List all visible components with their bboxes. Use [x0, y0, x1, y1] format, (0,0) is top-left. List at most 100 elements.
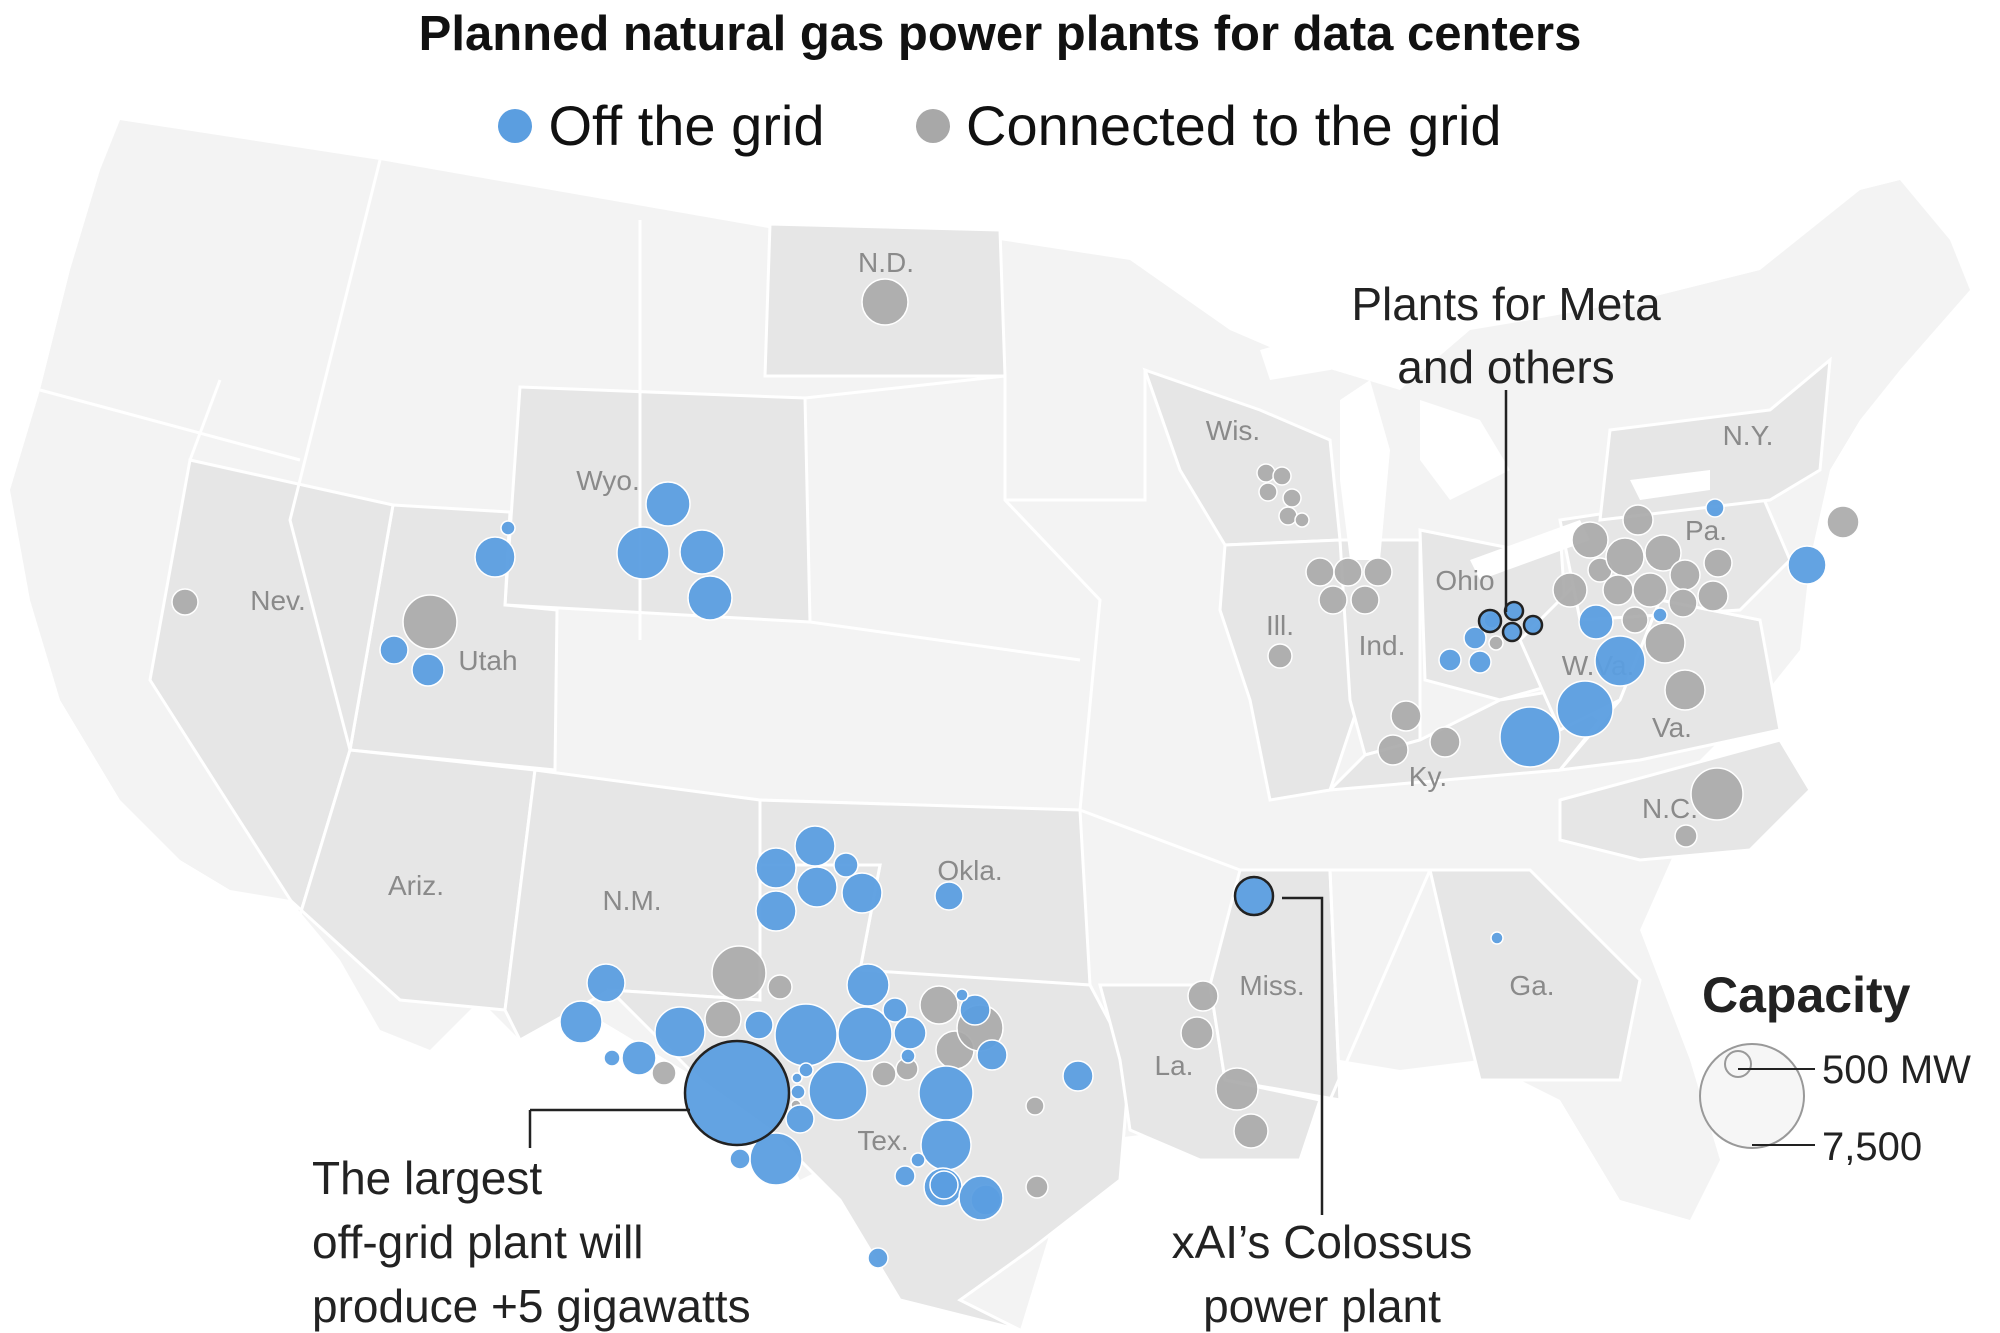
plant-bubble — [774, 1003, 838, 1067]
state-label: Ill. — [1266, 610, 1294, 641]
plant-bubble — [1621, 606, 1649, 634]
plant-bubble — [1674, 824, 1698, 848]
state-label: Miss. — [1239, 970, 1304, 1001]
plant-bubble — [837, 1006, 893, 1062]
plant-bubble — [744, 1010, 774, 1040]
plant-bubble — [1644, 622, 1686, 664]
plant-bubble — [645, 481, 691, 527]
plant-bubble — [1258, 482, 1278, 502]
plant-bubble — [1571, 521, 1609, 559]
plant-bubble — [621, 1040, 657, 1076]
plant-bubble — [1025, 1096, 1045, 1116]
colossus-annotation: xAI’s Colossus power plant — [1172, 1216, 1473, 1332]
plant-bubble — [1605, 537, 1645, 577]
plant-bubble — [929, 1170, 959, 1200]
plant-bubble — [918, 1065, 974, 1121]
plant-bubble — [871, 1061, 897, 1087]
plant-bubble — [1468, 650, 1492, 674]
great-lakes — [1260, 320, 1710, 580]
plant-bubble — [500, 520, 516, 536]
state-label: Ga. — [1509, 970, 1554, 1001]
capacity-large-label: 7,500 — [1822, 1125, 1922, 1169]
lake-erie — [1470, 520, 1590, 580]
plant-bubble — [1333, 557, 1363, 587]
plant-bubble — [755, 890, 797, 932]
plant-bubble — [934, 881, 964, 911]
plant-bubble — [1233, 1113, 1269, 1149]
colossus-annotation-line-2: power plant — [1203, 1280, 1441, 1332]
plant-bubble — [1644, 534, 1682, 572]
plant-bubble — [704, 1000, 742, 1038]
state-label: Ind. — [1359, 630, 1406, 661]
plant-bubble — [711, 945, 767, 1001]
plant-bubble — [1632, 572, 1668, 608]
plant-bubble — [1490, 931, 1504, 945]
state-label: Okla. — [937, 855, 1002, 886]
state-label: Wyo. — [576, 465, 640, 496]
colossus-annotation-line-1: xAI’s Colossus — [1172, 1216, 1473, 1268]
capacity-large-circle — [1699, 1043, 1805, 1149]
capacity-title: Capacity — [1702, 967, 1911, 1023]
meta-annotation-line-1: Plants for Meta — [1351, 278, 1661, 330]
plant-bubble — [867, 1247, 889, 1269]
legend-item-off-grid: Off the grid — [498, 93, 824, 158]
state-label: N.M. — [602, 885, 661, 916]
plant-bubble — [841, 872, 883, 914]
plant-bubble — [1602, 574, 1634, 606]
plant-bubble — [1664, 669, 1706, 711]
plant-bubble — [687, 575, 733, 621]
plant-bubble — [1282, 488, 1302, 508]
state-label: Tex. — [857, 1125, 908, 1156]
plant-bubble — [1705, 498, 1725, 518]
border-line — [809, 620, 1081, 662]
border-line — [1005, 370, 1147, 502]
plant-bubble — [833, 852, 859, 878]
plant-bubble — [1363, 557, 1393, 587]
plant-bubble — [1180, 1016, 1214, 1050]
plant-bubble — [729, 1148, 751, 1170]
plant-bubble — [755, 847, 797, 889]
state-label: N.Y. — [1723, 420, 1774, 451]
plant-bubble — [1272, 466, 1292, 486]
largest-annotation-line-3: produce +5 gigawatts — [312, 1280, 751, 1332]
annotation-leaders — [528, 390, 1508, 1215]
plant-bubble — [1622, 504, 1654, 536]
plant-bubble — [1669, 559, 1701, 591]
plant-bubble — [790, 1084, 806, 1100]
border-line — [188, 379, 222, 461]
plant-bubble — [1429, 726, 1461, 758]
plant-bubble — [1578, 604, 1614, 640]
plant-bubble — [1215, 1067, 1259, 1111]
plant-bubble — [1463, 626, 1487, 650]
plant-bubble — [1350, 585, 1380, 615]
capacity-legend: Capacity 500 MW 7,500 — [1699, 967, 1971, 1169]
plant-bubble — [1062, 1060, 1094, 1092]
plant-bubble — [900, 1048, 916, 1064]
plant-bubble — [959, 994, 991, 1026]
plant-bubble — [1278, 506, 1298, 526]
highlighted-plant-bubble — [683, 1039, 791, 1147]
lake-michigan — [1340, 380, 1390, 560]
off-grid-swatch — [498, 108, 533, 143]
state-label: Va. — [1652, 712, 1692, 743]
plant-bubble — [1294, 512, 1310, 528]
plant-bubble — [1668, 588, 1698, 618]
plant-bubble — [767, 974, 793, 1000]
state-label: Ariz. — [388, 870, 444, 901]
state-label: Nev. — [250, 585, 306, 616]
highlighted-plant-bubble — [1522, 614, 1544, 636]
largest-annotation-line-2: off-grid plant will — [312, 1216, 644, 1268]
plant-bubble — [171, 588, 199, 616]
highlighted-plant-bubble — [1477, 608, 1503, 634]
state-label: Wis. — [1206, 415, 1260, 446]
plant-bubble — [603, 1049, 621, 1067]
plant-bubble — [1488, 635, 1504, 651]
plant-bubble — [586, 963, 626, 1003]
plant-bubble — [1187, 980, 1219, 1012]
plant-bubble — [1697, 580, 1729, 612]
plant-bubble — [882, 997, 908, 1023]
plant-bubble — [796, 866, 838, 908]
legend-item-on-grid: Connected to the grid — [916, 93, 1502, 158]
legend-off-grid-label: Off the grid — [548, 93, 825, 157]
plant-bubble — [791, 1072, 803, 1084]
